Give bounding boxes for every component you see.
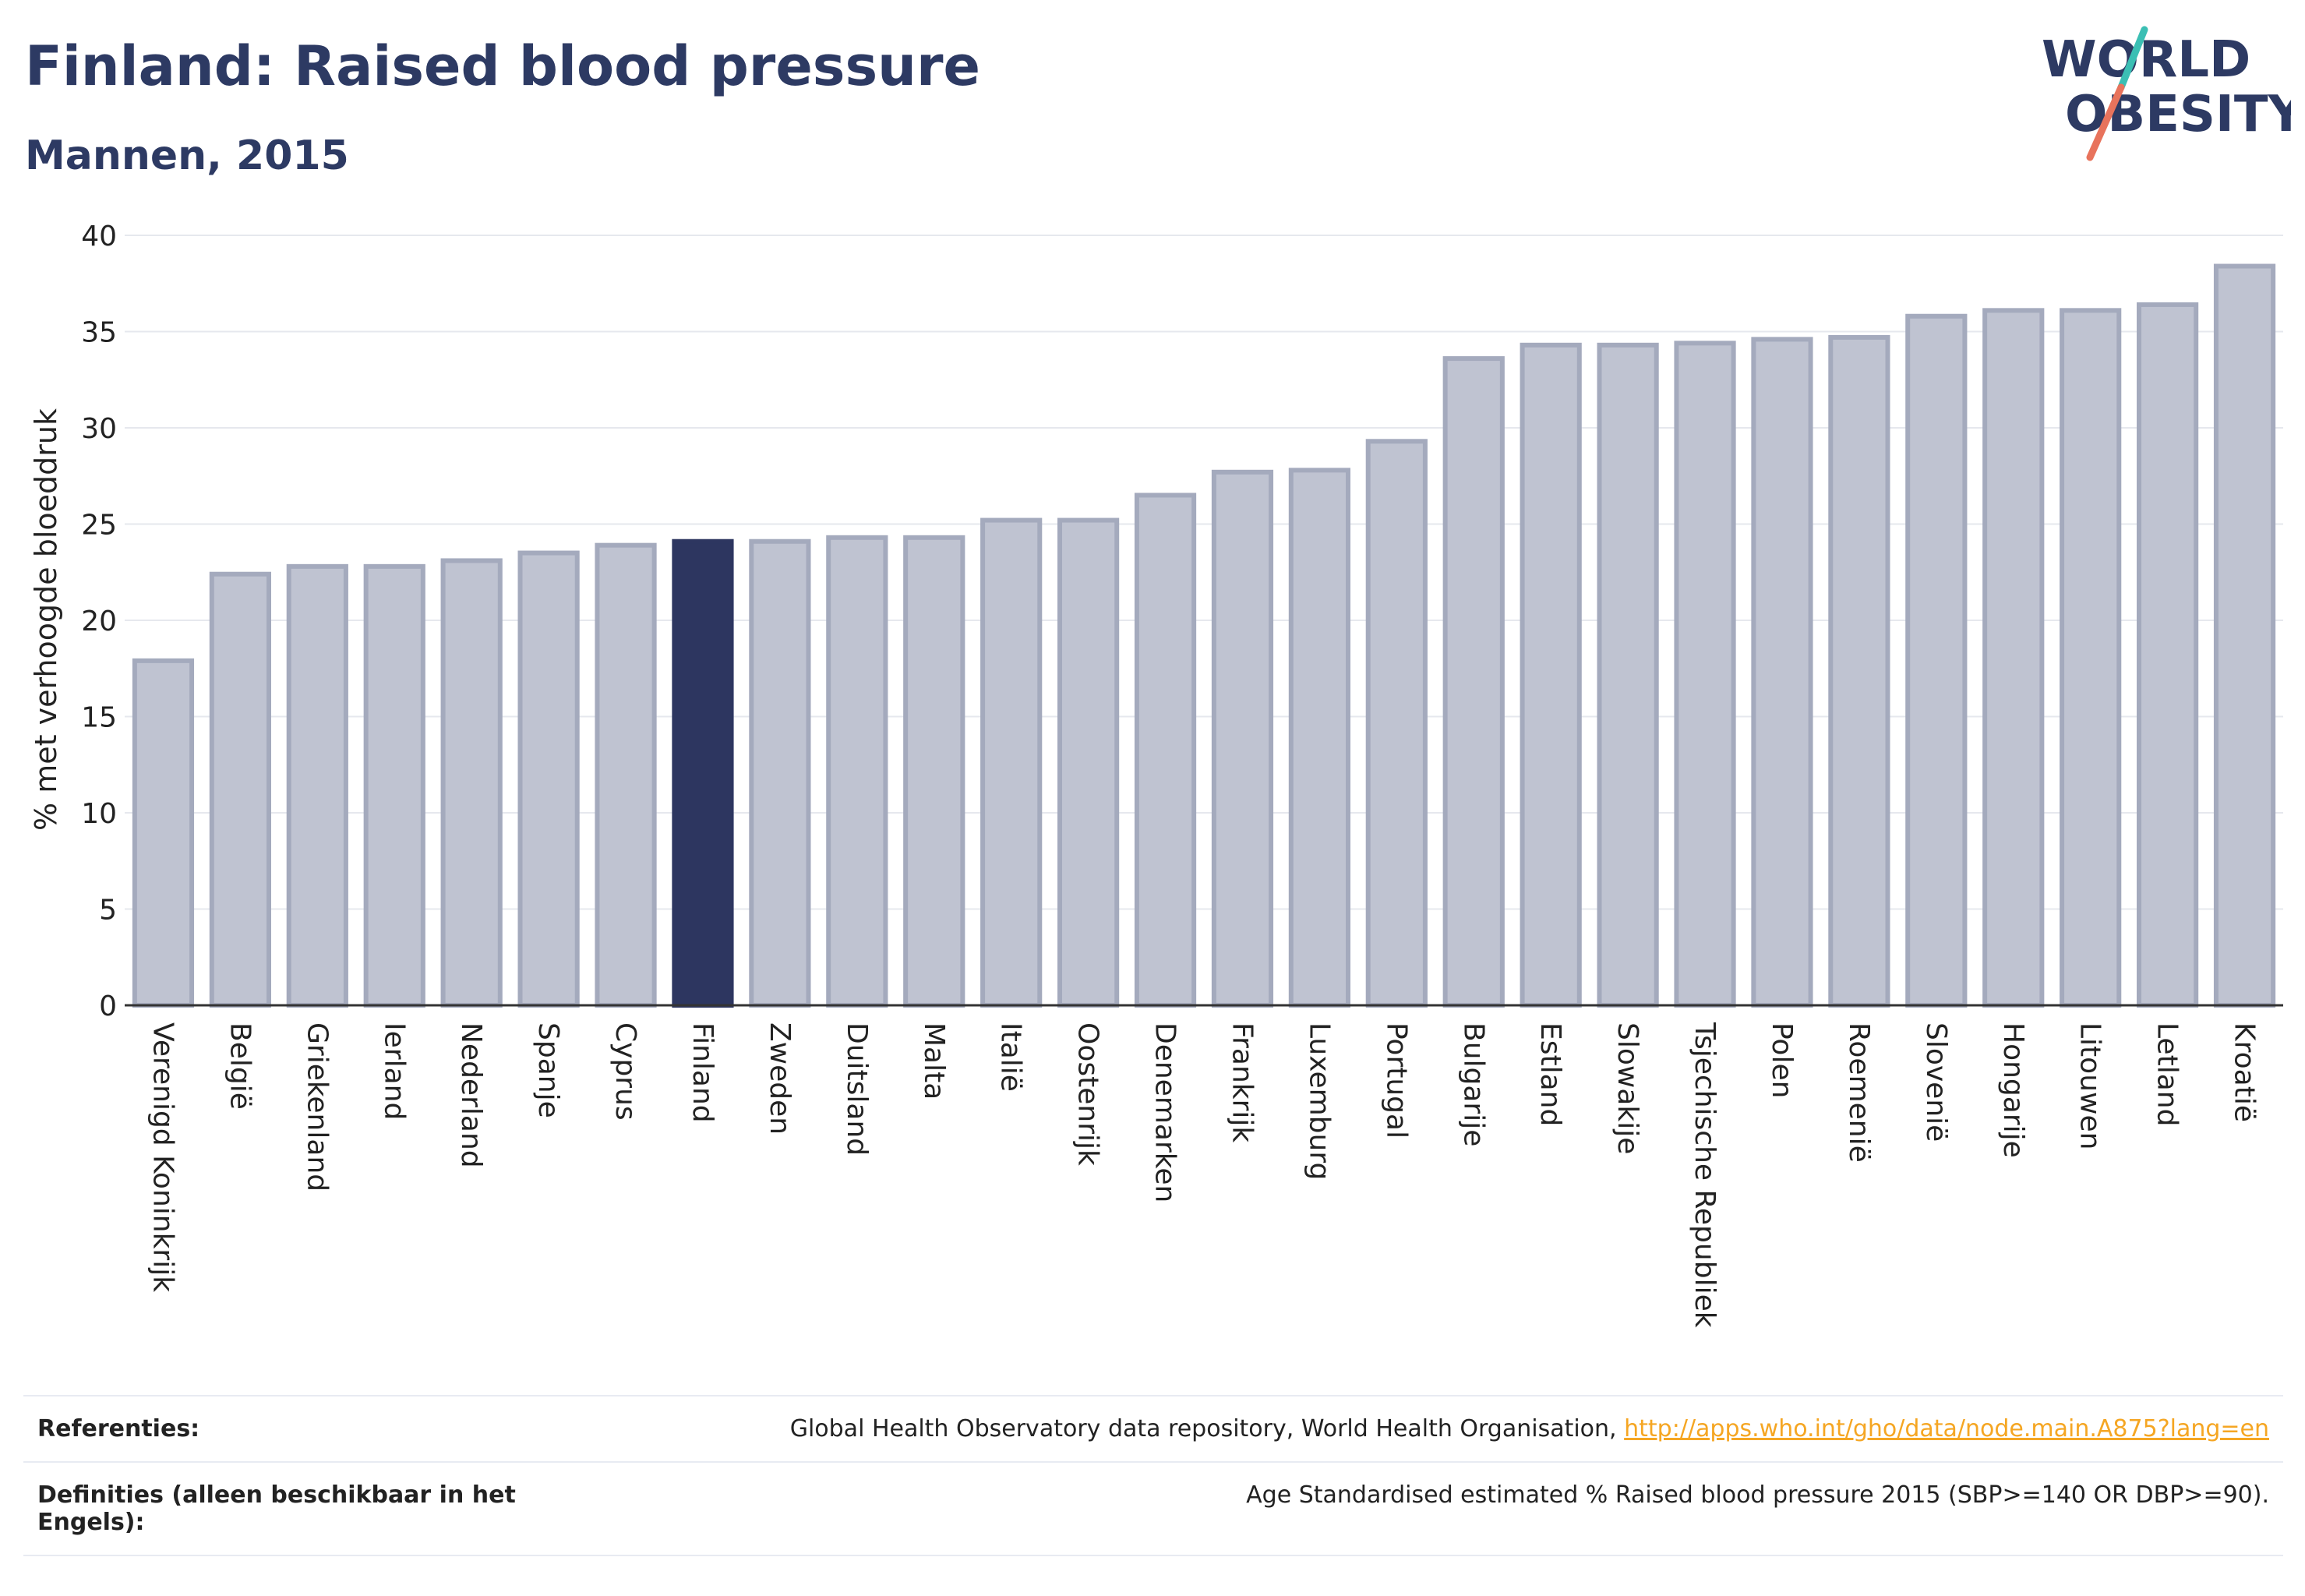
y-tick-label: 0 — [99, 990, 117, 1022]
definitions-label: Definities (alleen beschikbaar in het En… — [37, 1481, 516, 1536]
x-tick-label: Hongarije — [1997, 1022, 2029, 1158]
x-tick-label: Portugal — [1380, 1022, 1412, 1139]
bar-ierland — [363, 563, 425, 1008]
x-tick-label: Zweden — [764, 1022, 796, 1135]
bar-hongarije — [1982, 308, 2045, 1008]
axes: 0 5 10 15 20 25 30 35 40 Verenigd Koninkrijk Belgi… — [81, 221, 2283, 1328]
info-table: Referenties: Global Health Observatory d… — [23, 1395, 2283, 1556]
x-tick-label: Cyprus — [609, 1022, 641, 1121]
x-tick-label: Duitsland — [841, 1022, 873, 1156]
x-tick-label: Slovenië — [1920, 1022, 1952, 1142]
x-tick-label: Malta — [918, 1022, 950, 1100]
bar-malta — [903, 535, 965, 1008]
bar-sloveni- — [1905, 313, 1968, 1008]
bar-spanje — [517, 550, 580, 1008]
logo-slash-teal — [2117, 26, 2148, 91]
bar-tsjechische-republiek — [1674, 341, 1736, 1008]
x-tick-label: Denemarken — [1149, 1022, 1181, 1202]
x-tick-label: Polen — [1766, 1022, 1798, 1098]
bar-letland — [2137, 302, 2199, 1008]
x-tick-label: België — [224, 1022, 256, 1110]
y-tick-label: 20 — [81, 606, 117, 637]
x-tick-label: Kroatië — [2229, 1022, 2261, 1122]
logo-slash-red — [2086, 83, 2125, 161]
x-tick-label: Oostenrijk — [1072, 1022, 1104, 1166]
references-value: Global Health Observatory data repositor… — [550, 1396, 2283, 1462]
bar-duitsland — [826, 535, 888, 1008]
y-tick-label: 5 — [99, 895, 117, 927]
bar-belgi- — [209, 571, 271, 1008]
bar-verenigd-koninkrijk — [132, 658, 195, 1008]
y-tick-label: 10 — [81, 798, 117, 830]
chart-title: Finland: Raised blood pressure — [25, 34, 980, 98]
bars — [132, 263, 2276, 1008]
bar-portugal — [1365, 439, 1428, 1008]
bar-litouwen — [2060, 308, 2122, 1008]
bar-polen — [1751, 337, 1813, 1008]
bar-nederland — [440, 558, 503, 1008]
bar-roemeni- — [1828, 334, 1890, 1008]
references-row: Referenties: Global Health Observatory d… — [23, 1396, 2283, 1462]
x-tick-label: Bulgarije — [1457, 1022, 1489, 1146]
bar-luxemburg — [1288, 468, 1350, 1008]
logo-line-1: WORLD — [2042, 31, 2250, 89]
x-tick-label: Luxemburg — [1303, 1022, 1335, 1180]
y-axis-label: % met verhoogde bloeddruk — [29, 408, 63, 831]
x-tick-label: Spanje — [532, 1022, 564, 1118]
chart-subtitle: Mannen, 2015 — [25, 132, 349, 179]
x-tick-label: Italië — [995, 1022, 1027, 1092]
bar-finland — [672, 538, 734, 1008]
x-tick-label: Tsjechische Republiek — [1689, 1022, 1721, 1328]
references-link[interactable]: http://apps.who.int/gho/data/node.main.A… — [1624, 1415, 2269, 1442]
x-tick-label: Letland — [2151, 1022, 2183, 1126]
bar-slowakije — [1597, 342, 1659, 1008]
bar-estland — [1520, 342, 1582, 1008]
y-tick-label: 15 — [81, 702, 117, 734]
y-tick-label: 35 — [81, 317, 117, 349]
x-tick-label: Frankrijk — [1226, 1022, 1258, 1142]
world-obesity-logo: WORLD OBESITY — [2042, 26, 2291, 161]
bar-oostenrijk — [1057, 517, 1120, 1008]
bar-denemarken — [1134, 493, 1197, 1008]
definitions-row: Definities (alleen beschikbaar in het En… — [23, 1462, 2283, 1555]
references-text: Global Health Observatory data repositor… — [789, 1415, 1617, 1442]
x-tick-label: Roemenië — [1843, 1022, 1875, 1163]
bar-griekenland — [286, 563, 348, 1008]
y-tick-label: 30 — [81, 413, 117, 445]
x-tick-label: Griekenland — [301, 1022, 333, 1192]
definitions-value: Age Standardised estimated % Raised bloo… — [1246, 1481, 2269, 1509]
bar-cyprus — [595, 542, 657, 1008]
x-tick-label: Nederland — [455, 1022, 487, 1168]
bar-chart: 0 5 10 15 20 25 30 35 40 Verenigd Koninkrijk Belgi… — [29, 221, 2283, 1328]
x-tick-label: Verenigd Koninkrijk — [146, 1022, 178, 1292]
bar-frankrijk — [1211, 469, 1274, 1008]
y-tick-label: 25 — [81, 510, 117, 542]
bar-itali- — [980, 517, 1043, 1008]
references-label: Referenties: — [37, 1415, 200, 1442]
x-tick-label: Slowakije — [1611, 1022, 1643, 1154]
x-tick-label: Litouwen — [2074, 1022, 2106, 1149]
bar-kroati- — [2213, 263, 2276, 1008]
y-tick-label: 40 — [81, 221, 117, 252]
x-tick-label: Estland — [1534, 1022, 1566, 1126]
bar-bulgarije — [1442, 356, 1505, 1008]
x-tick-label: Finland — [687, 1022, 718, 1123]
bar-zweden — [749, 538, 811, 1008]
x-tick-label: Ierland — [378, 1022, 410, 1120]
